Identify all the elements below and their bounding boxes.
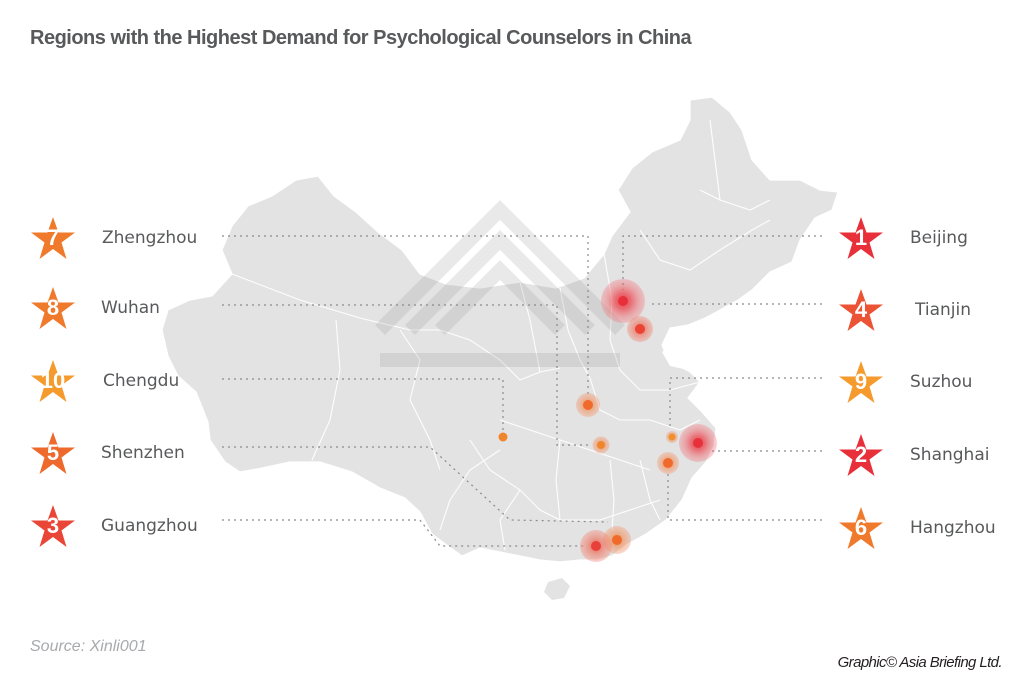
city-name: Shenzhen bbox=[101, 443, 185, 463]
bubble-tianjin[interactable] bbox=[627, 316, 653, 342]
star-icon bbox=[839, 217, 883, 259]
city-name: Suzhou bbox=[910, 372, 973, 392]
bubble-zhengzhou[interactable] bbox=[576, 393, 600, 417]
bubble-suzhou[interactable] bbox=[666, 431, 678, 443]
city-name: Wuhan bbox=[101, 298, 160, 318]
watermark-logo bbox=[375, 200, 625, 367]
star-icon bbox=[31, 360, 75, 402]
rank-number: 3 bbox=[46, 513, 60, 538]
city-name: Beijing bbox=[910, 228, 968, 248]
star-icon bbox=[31, 287, 75, 329]
star-icon bbox=[839, 289, 883, 331]
rank-number: 8 bbox=[46, 295, 60, 320]
star-icon bbox=[839, 434, 883, 476]
graphic-credit: Graphic© Asia Briefing Ltd. bbox=[837, 654, 1003, 671]
city-name: Shanghai bbox=[910, 445, 990, 465]
city-name: Zhengzhou bbox=[102, 228, 198, 248]
chart-title: Regions with the Highest Demand for Psyc… bbox=[30, 27, 692, 49]
city-name: Tianjin bbox=[915, 300, 971, 320]
star-icon bbox=[31, 432, 75, 474]
rank-number: 10 bbox=[40, 368, 66, 393]
bubble-shanghai[interactable] bbox=[679, 424, 717, 462]
rank-number: 2 bbox=[854, 442, 868, 467]
bubble-guangzhou[interactable] bbox=[580, 530, 612, 562]
connector-lines bbox=[222, 235, 822, 547]
bubble-chengdu[interactable] bbox=[498, 432, 508, 442]
star-icon bbox=[31, 505, 75, 547]
star-icon bbox=[839, 361, 883, 403]
city-name: Hangzhou bbox=[910, 518, 996, 538]
rank-number: 6 bbox=[854, 515, 868, 540]
rank-number: 9 bbox=[854, 369, 868, 394]
rank-number: 5 bbox=[46, 440, 60, 465]
star-icon bbox=[839, 507, 883, 549]
bubble-beijing[interactable] bbox=[601, 279, 645, 323]
rank-number: 7 bbox=[46, 225, 60, 250]
rank-number: 1 bbox=[854, 225, 868, 250]
bubble-hangzhou[interactable] bbox=[657, 452, 679, 474]
source-note: Source: Xinli001 bbox=[30, 638, 147, 655]
star-icon bbox=[31, 217, 75, 259]
bubble-wuhan[interactable] bbox=[592, 436, 610, 454]
demand-bubbles bbox=[498, 279, 717, 562]
city-name: Guangzhou bbox=[101, 516, 198, 536]
rank-number: 4 bbox=[854, 297, 868, 322]
city-name: Chengdu bbox=[103, 371, 180, 391]
map-landmass bbox=[161, 96, 839, 600]
